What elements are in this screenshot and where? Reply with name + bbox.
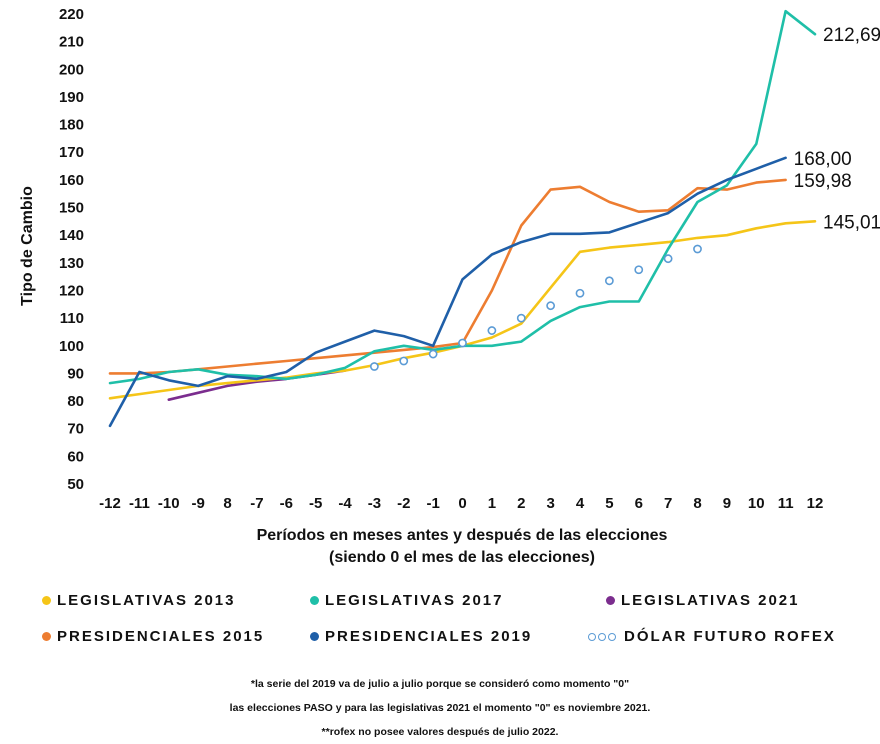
legend-item-dolar-futuro-rofex: DÓLAR FUTURO ROFEX: [588, 628, 836, 645]
legend-item-legislativas-2017: LEGISLATIVAS 2017: [310, 592, 504, 609]
x-tick-label: 10: [748, 495, 765, 512]
rofex-point: [399, 356, 409, 366]
x-tick-label: -9: [191, 495, 204, 512]
rofex-point: [487, 326, 497, 335]
legend-dot-icon: [310, 632, 319, 641]
y-tick-label: 90: [67, 365, 84, 382]
y-tick-label: 140: [59, 227, 84, 244]
rofex-point: [516, 313, 526, 323]
legend-item-presidenciales-2015: PRESIDENCIALES 2015: [42, 628, 264, 645]
end-value-label: 168,00: [794, 149, 852, 170]
series-line-legislativas-2017: [108, 9, 817, 385]
y-tick-label: 170: [59, 144, 84, 161]
x-tick-label: 8: [693, 495, 701, 512]
y-tick-label: 130: [59, 255, 84, 272]
legend-dot-icon: [42, 632, 51, 641]
y-tick-label: 100: [59, 338, 84, 355]
x-tick-label: 7: [664, 495, 672, 512]
x-tick-label: -2: [397, 495, 410, 512]
legend-label: DÓLAR FUTURO ROFEX: [624, 628, 836, 645]
y-tick-label: 160: [59, 172, 84, 189]
x-tick-label: -5: [309, 495, 322, 512]
x-axis-ticks: -12 -11 -10 -9 8 -7 -6 -5 -4 -3 -2 -1 0 1 2 3 4 5 6 7 8 9 10 11…: [99, 495, 823, 512]
rofex-point: [693, 244, 702, 254]
legend-item-presidenciales-2019: PRESIDENCIALES 2019: [310, 628, 532, 645]
y-tick-label: 110: [60, 310, 84, 327]
legend-item-legislativas-2013: LEGISLATIVAS 2013: [42, 592, 236, 609]
y-tick-label: 220: [59, 6, 84, 23]
legend-dot-icon: [606, 596, 615, 605]
x-tick-label: -12: [99, 495, 121, 512]
x-tick-label: -3: [368, 495, 381, 512]
x-tick-label: 4: [576, 495, 585, 512]
y-tick-label: 120: [59, 282, 84, 299]
y-tick-label: 210: [59, 34, 84, 51]
x-tick-label: -6: [280, 495, 293, 512]
rofex-markers: [369, 244, 702, 371]
end-value-label: 212,69: [823, 25, 880, 46]
x-tick-label: -4: [338, 495, 352, 512]
end-value-label: 145,01: [823, 212, 880, 233]
legend: LEGISLATIVAS 2013 LEGISLATIVAS 2017 LEGI…: [0, 588, 880, 658]
y-tick-label: 180: [59, 117, 84, 134]
rofex-point: [369, 362, 379, 371]
x-tick-label: -11: [129, 495, 150, 512]
legend-item-legislativas-2021: LEGISLATIVAS 2021: [606, 592, 800, 609]
footnotes: *la serie del 2019 va de julio a julio p…: [0, 672, 880, 744]
x-tick-label: 11: [778, 495, 794, 512]
x-tick-label: 2: [517, 495, 525, 512]
line-chart: 5060708090100110120130140150160170180190…: [19, 6, 880, 566]
x-tick-label: -1: [426, 495, 439, 512]
rofex-point: [428, 349, 438, 359]
x-tick-label: 9: [723, 495, 731, 512]
y-tick-label: 70: [67, 421, 84, 438]
legend-label: LEGISLATIVAS 2021: [621, 592, 800, 609]
rofex-point: [604, 276, 614, 286]
series-lines: [108, 9, 817, 428]
legend-dot-icon: [42, 596, 51, 605]
y-tick-label: 50: [67, 476, 84, 493]
y-tick-label: 80: [67, 393, 84, 410]
y-tick-label: 190: [59, 89, 84, 106]
y-tick-label: 200: [59, 61, 84, 78]
legend-dot-icon: [310, 596, 319, 605]
legend-label: LEGISLATIVAS 2013: [57, 592, 236, 609]
x-tick-label: 5: [605, 495, 613, 512]
footnote-line-3: **rofex no posee valores después de juli…: [321, 726, 559, 738]
series-line-presidenciales-2015: [108, 178, 787, 375]
rofex-point: [546, 301, 556, 311]
x-tick-label: 1: [488, 495, 496, 512]
x-tick-label: -10: [158, 495, 180, 512]
rofex-point: [575, 288, 585, 298]
x-tick-label: 6: [635, 495, 643, 512]
x-tick-label: 0: [458, 495, 466, 512]
x-axis-title-line1: Períodos en meses antes y después de las…: [257, 527, 668, 544]
y-tick-label: 150: [59, 200, 84, 217]
y-tick-label: 60: [67, 448, 84, 465]
x-tick-label: 3: [546, 495, 554, 512]
x-tick-label: 12: [807, 495, 824, 512]
legend-label: PRESIDENCIALES 2019: [325, 628, 533, 645]
footnote-line-2: las elecciones PASO y para las legislati…: [229, 702, 651, 714]
x-tick-label: -7: [250, 495, 263, 512]
footnote-line-1: *la serie del 2019 va de julio a julio p…: [250, 678, 630, 690]
x-tick-label: 8: [223, 495, 231, 512]
hollow-circles-icon: [588, 632, 618, 641]
series-line-presidenciales-2019: [108, 156, 787, 428]
y-axis-title: Tipo de Cambio: [19, 186, 36, 306]
y-axis-ticks: 50 60 70 80 90 100 110 120 130 140 150 160 170 180 190…: [59, 6, 84, 493]
rofex-point: [634, 265, 644, 275]
end-value-label: 159,98: [794, 171, 852, 192]
x-axis-title-line2: (siendo 0 el mes de las elecciones): [329, 549, 595, 566]
legend-label: PRESIDENCIALES 2015: [57, 628, 265, 645]
rofex-point: [663, 254, 673, 264]
legend-label: LEGISLATIVAS 2017: [325, 592, 504, 609]
rofex-point: [458, 338, 467, 348]
